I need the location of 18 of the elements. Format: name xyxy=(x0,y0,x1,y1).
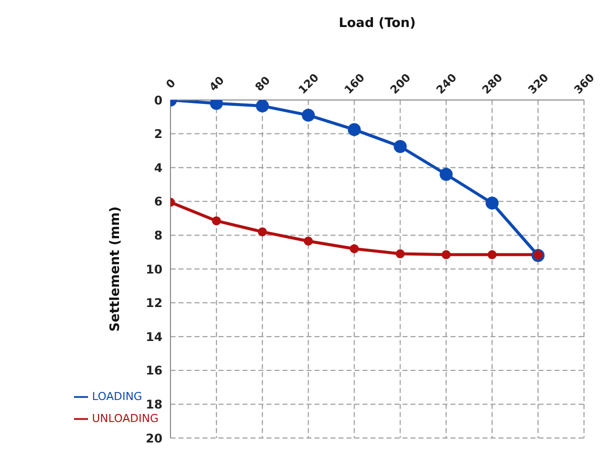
x-tick-label: 80 xyxy=(252,74,273,94)
y-tick-label: 0 xyxy=(154,93,162,108)
y-tick-label: 4 xyxy=(154,160,162,175)
y-tick-label: 14 xyxy=(146,330,162,344)
x-tick-label: 0 xyxy=(164,76,178,92)
y-tick-label: 8 xyxy=(154,228,162,242)
y-tick-label: 20 xyxy=(146,431,162,446)
y-tick-label: 16 xyxy=(146,364,162,378)
y-tick-label: 18 xyxy=(146,397,162,412)
y-tick-label: 10 xyxy=(146,262,162,276)
legend-label: UNLOADING xyxy=(92,412,158,425)
x-axis-title: Load (Ton) xyxy=(338,16,416,32)
y-axis-title: Settlement (mm) xyxy=(108,206,124,332)
x-tick-label: 40 xyxy=(206,74,228,94)
legend-label: LOADING xyxy=(92,390,142,403)
y-tick-label: 12 xyxy=(146,296,162,310)
y-tick-label: 2 xyxy=(154,127,162,142)
y-tick-label: 6 xyxy=(154,194,162,209)
